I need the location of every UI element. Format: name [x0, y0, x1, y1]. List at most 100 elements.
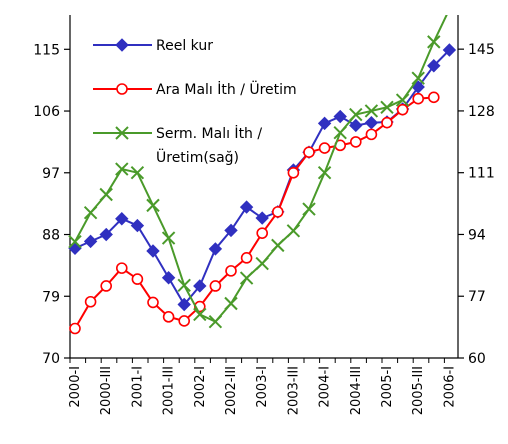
- legend-item: Serm. Malı İth / Üretim(sağ): [93, 124, 262, 166]
- right-axis: 60 77 94 111 128 145: [458, 42, 495, 367]
- series-1: [69, 91, 440, 335]
- x-tick-label: 2001-III: [162, 366, 177, 415]
- right-tick-label: 145: [468, 42, 495, 58]
- data-point: [100, 280, 112, 292]
- data-point: [349, 118, 363, 133]
- data-point: [427, 59, 441, 73]
- left-tick-label: 97: [42, 166, 60, 182]
- data-point: [177, 297, 191, 312]
- data-point: [116, 262, 128, 274]
- data-point: [364, 104, 379, 118]
- data-point: [208, 242, 223, 256]
- data-point: [161, 271, 176, 285]
- legend-label: Üretim(sağ): [156, 148, 239, 166]
- data-point: [115, 38, 129, 52]
- series-2: [68, 15, 448, 329]
- data-point: [115, 212, 129, 226]
- series-group: [68, 15, 457, 335]
- right-tick-label: 128: [468, 104, 495, 120]
- x-tick-label: 2004-I: [318, 366, 333, 408]
- left-axis: 70 79 88 97 106 115: [33, 42, 70, 367]
- data-point: [130, 165, 145, 180]
- x-tick-label: 2003-I: [255, 366, 270, 408]
- legend: Reel kur Ara Malı İth / Üretim Serm. Malı …: [93, 38, 297, 166]
- x-tick-label: 2006-I: [442, 366, 457, 408]
- data-point: [115, 162, 129, 176]
- x-axis: 2000-I 2000-III 2001-I 2001-III 2002-I 2002-I…: [68, 358, 457, 415]
- data-point: [83, 234, 98, 249]
- data-point: [333, 109, 347, 124]
- data-point: [68, 235, 82, 249]
- data-point: [224, 296, 238, 311]
- data-point: [442, 43, 457, 57]
- left-tick-label: 79: [42, 289, 60, 305]
- data-point: [317, 116, 332, 131]
- data-point: [209, 280, 222, 292]
- legend-item: Ara Malı İth / Üretim: [93, 80, 297, 98]
- data-point: [318, 142, 331, 154]
- data-point: [146, 198, 160, 213]
- data-point: [396, 103, 409, 116]
- data-point: [178, 315, 190, 327]
- right-tick-label: 60: [468, 351, 486, 367]
- x-tick-label: 2002-III: [224, 366, 239, 415]
- data-point: [256, 227, 269, 239]
- data-point: [208, 314, 223, 329]
- data-point: [193, 279, 207, 293]
- data-point: [412, 92, 425, 105]
- data-point: [287, 166, 300, 179]
- right-tick-label: 111: [468, 166, 495, 182]
- data-point: [381, 116, 393, 129]
- data-point: [380, 100, 394, 114]
- data-point: [255, 256, 269, 271]
- data-point: [146, 244, 160, 258]
- data-point: [99, 227, 113, 242]
- data-point: [69, 322, 81, 335]
- data-point: [115, 126, 129, 140]
- right-tick-label: 94: [468, 227, 486, 243]
- data-point: [427, 91, 440, 104]
- data-point: [333, 126, 347, 140]
- left-tick-label: 115: [33, 42, 60, 58]
- data-point: [365, 128, 378, 141]
- x-tick-label: 2000-I: [68, 366, 83, 408]
- data-point: [317, 165, 332, 180]
- left-tick-label: 88: [42, 228, 60, 244]
- right-tick-label: 77: [468, 289, 486, 305]
- data-point: [161, 231, 176, 245]
- data-point: [84, 295, 97, 308]
- x-tick-label: 2005-III: [411, 366, 426, 415]
- data-point: [131, 273, 144, 285]
- data-point: [427, 35, 441, 49]
- legend-label: Reel kur: [156, 38, 213, 54]
- legend-item: Reel kur: [93, 38, 213, 54]
- x-tick-label: 2003-III: [286, 366, 301, 415]
- x-tick-label: 2005-I: [380, 366, 395, 408]
- data-point: [395, 93, 410, 107]
- x-tick-label: 2002-I: [193, 366, 208, 408]
- data-point: [349, 107, 363, 122]
- data-point: [130, 218, 145, 233]
- data-point: [240, 252, 253, 264]
- left-tick-label: 106: [33, 104, 60, 120]
- x-tick-label: 2004-III: [349, 366, 364, 415]
- data-point: [225, 265, 237, 277]
- data-point: [239, 200, 254, 214]
- data-point: [271, 238, 285, 253]
- data-point: [302, 202, 316, 216]
- data-point: [364, 115, 379, 130]
- data-point: [411, 71, 425, 85]
- left-tick-label: 70: [42, 351, 60, 367]
- data-point: [99, 187, 113, 202]
- legend-label: Ara Malı İth / Üretim: [156, 80, 297, 98]
- data-point: [83, 205, 98, 220]
- data-point: [177, 278, 191, 293]
- data-point: [162, 311, 175, 323]
- legend-label: Serm. Malı İth /: [156, 124, 262, 142]
- data-point: [255, 211, 269, 225]
- data-point: [224, 223, 238, 238]
- x-tick-label: 2001-I: [130, 366, 145, 408]
- plot-frame: [69, 15, 459, 359]
- data-point: [303, 146, 315, 158]
